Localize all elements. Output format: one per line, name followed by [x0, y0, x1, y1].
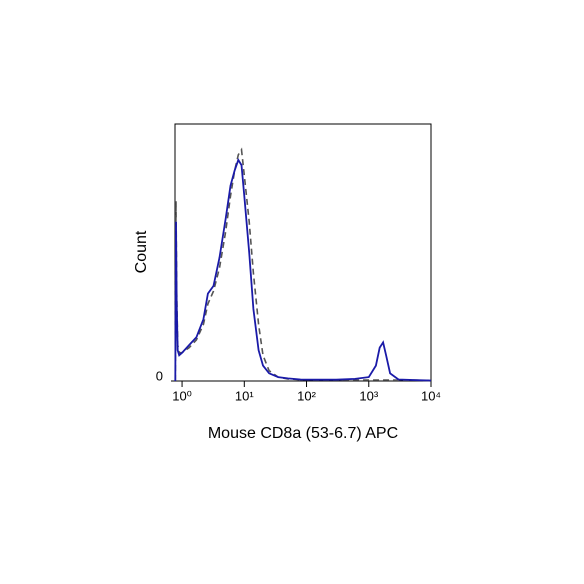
x-tick-label: 10²	[297, 388, 316, 403]
y-axis-label: Count	[133, 230, 150, 273]
x-tick-label: 10³	[359, 388, 378, 403]
series-line	[174, 147, 432, 382]
x-tick-label: 10⁴	[421, 388, 441, 403]
y-tick-label: 0	[156, 368, 163, 383]
series-line	[174, 157, 432, 382]
x-tick-label: 10¹	[235, 388, 254, 403]
plot-frame	[174, 123, 432, 382]
x-axis-label: Mouse CD8a (53-6.7) APC	[208, 425, 398, 442]
x-tick-label: 10⁰	[172, 388, 192, 403]
